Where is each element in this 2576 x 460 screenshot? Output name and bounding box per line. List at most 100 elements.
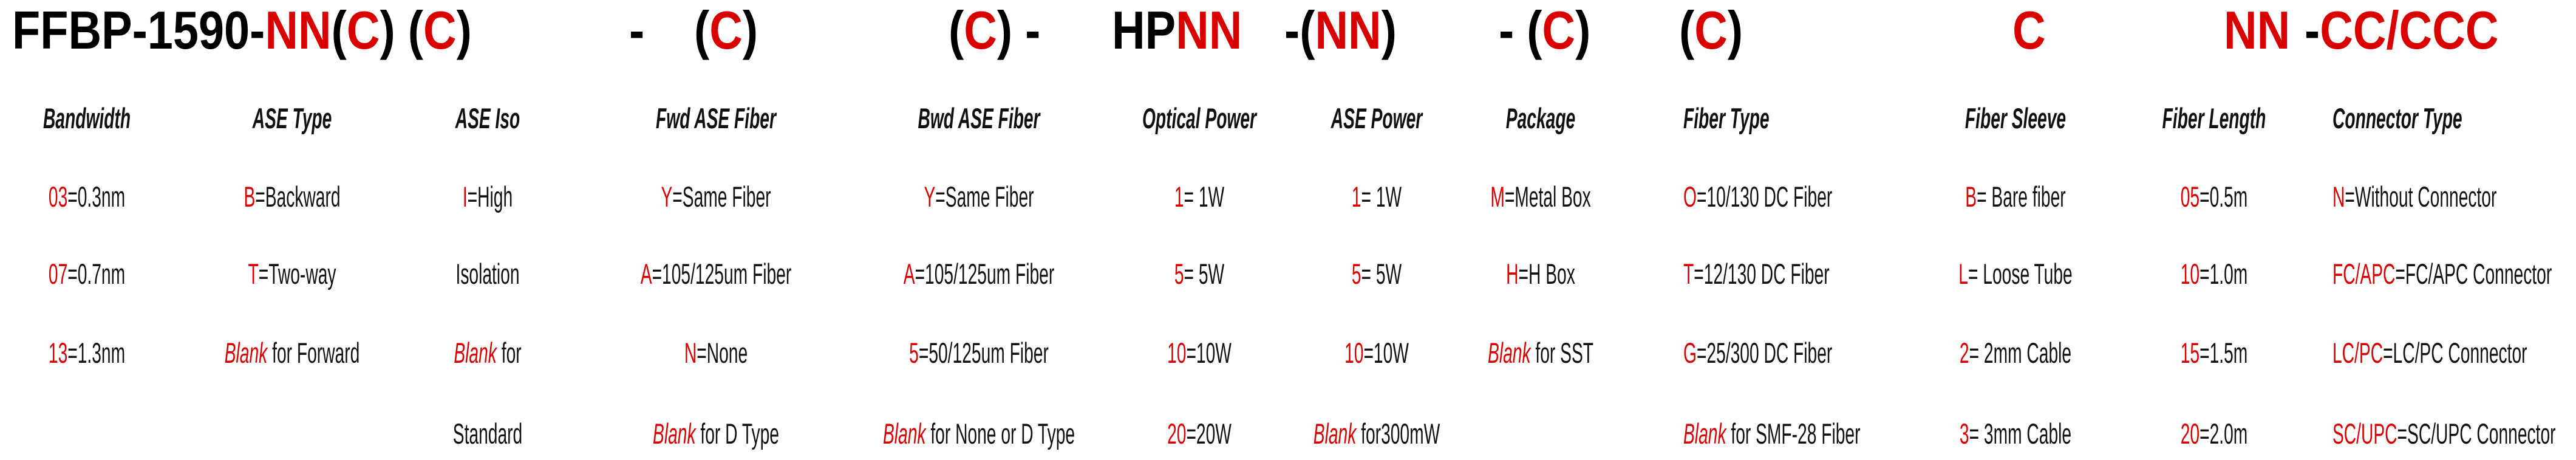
option-item: SC/UPC=SC/UPC Connector	[2332, 417, 2556, 451]
code-placeholder: C	[2012, 0, 2046, 60]
option-item: T=Two-way	[248, 257, 336, 291]
option-item: T=12/130 DC Fiber	[1683, 257, 1830, 291]
option-description: =10W	[1363, 337, 1409, 369]
code-literal: -(	[1284, 0, 1315, 60]
code-segment: (C)	[694, 0, 758, 61]
code-literal: ) (	[380, 0, 423, 60]
option-code: Y	[924, 180, 936, 213]
option-description: for D Type	[695, 417, 779, 450]
option-description: =Two-way	[258, 258, 336, 290]
option-item: Blank for D Type	[653, 417, 779, 451]
option-item: Blank for SST	[1488, 336, 1593, 370]
option-code: Blank	[1488, 337, 1531, 369]
option-code: 20	[1167, 417, 1187, 450]
option-description: =Same Fiber	[672, 180, 771, 213]
option-item: 05=0.5m	[2181, 180, 2248, 214]
option-item: 5= 5W	[1174, 257, 1224, 291]
option-description: =Without Connector	[2345, 180, 2497, 213]
option-code: 20	[2180, 417, 2200, 450]
option-code: 1	[1174, 180, 1184, 213]
option-code: FC/APC	[2332, 258, 2396, 290]
option-item: Blank for SMF-28 Fiber	[1683, 417, 1860, 451]
option-description: = 1W	[1184, 180, 1225, 213]
option-description: =Same Fiber	[935, 180, 1034, 213]
option-code: B	[1965, 180, 1977, 213]
option-code: 15	[2180, 337, 2200, 369]
option-code: T	[248, 258, 259, 290]
column-header: Fiber Sleeve	[1964, 102, 2067, 134]
code-placeholder: C	[709, 0, 743, 60]
option-code: LC/PC	[2332, 337, 2383, 369]
option-description: = Bare fiber	[1977, 180, 2066, 213]
column-header: Package	[1505, 102, 1576, 134]
option-code: 10	[1344, 337, 1364, 369]
option-description: for None or D Type	[925, 417, 1075, 450]
option-description: =FC/APC Connector	[2395, 258, 2552, 290]
option-item: 3= 3mm Cable	[1960, 417, 2071, 451]
option-description: = 5W	[1184, 258, 1225, 290]
option-code: 10	[1167, 337, 1187, 369]
option-description: =2.0m	[2199, 417, 2248, 450]
code-segment: FFBP-1590-NN(C) (C)	[12, 0, 472, 61]
option-item: A=105/125um Fiber	[904, 257, 1054, 291]
code-literal: )	[1381, 0, 1397, 60]
code-placeholder: C	[964, 0, 997, 60]
option-item: Blank for300mW	[1314, 417, 1440, 451]
code-placeholder: NN	[2224, 0, 2291, 60]
option-code: Blank	[882, 417, 926, 450]
column-header: Optical Power	[1142, 102, 1257, 134]
code-segment: (C)	[1679, 0, 1743, 61]
option-description: =High	[467, 180, 513, 213]
code-placeholder: C	[1694, 0, 1728, 60]
option-description: for300mW	[1356, 417, 1440, 450]
option-description: =10W	[1186, 337, 1232, 369]
option-code: 1	[1351, 180, 1361, 213]
option-item: 10=10W	[1344, 336, 1409, 370]
option-code: 2	[1959, 337, 1969, 369]
column-header: ASE Iso	[455, 102, 520, 134]
option-code: 13	[48, 337, 68, 369]
option-code: 5	[1351, 258, 1361, 290]
option-code: A	[903, 258, 915, 290]
column-header: Bandwidth	[43, 102, 131, 134]
column-header: Connector Type	[2332, 102, 2462, 134]
option-item: 5=50/125um Fiber	[909, 336, 1049, 370]
code-placeholder: C	[1542, 0, 1576, 60]
option-code: A	[640, 258, 652, 290]
option-code: 05	[2180, 180, 2200, 213]
code-literal: (	[1679, 0, 1695, 60]
option-code: M	[1490, 180, 1505, 213]
code-segment: -(NN)	[1284, 0, 1397, 61]
option-description: =12/130 DC Fiber	[1694, 258, 1830, 290]
option-code: N	[2332, 180, 2345, 213]
option-description: =0.5m	[2199, 180, 2248, 213]
option-description: Standard	[452, 417, 523, 450]
option-item: Y=Same Fiber	[924, 180, 1034, 214]
option-description: =Backward	[255, 180, 341, 213]
option-item: 10=10W	[1167, 336, 1232, 370]
option-description: =10/130 DC Fiber	[1696, 180, 1833, 213]
option-description: = 2mm Cable	[1969, 337, 2072, 369]
code-placeholder: C	[346, 0, 380, 60]
code-segment: NN	[2224, 0, 2290, 61]
code-literal: )	[1727, 0, 1743, 60]
option-item: FC/APC=FC/APC Connector	[2332, 257, 2552, 291]
option-code: L	[1958, 258, 1968, 290]
option-code: SC/UPC	[2332, 417, 2397, 450]
option-code: G	[1683, 337, 1697, 369]
option-item: Blank for	[454, 336, 521, 370]
code-literal: )	[1575, 0, 1591, 60]
option-item: Y=Same Fiber	[661, 180, 771, 214]
code-literal: )	[742, 0, 758, 60]
option-description: =1.3nm	[67, 337, 126, 369]
code-segment: -	[629, 0, 644, 61]
code-segment: - (C)	[1499, 0, 1590, 61]
code-literal: -	[629, 0, 645, 60]
code-placeholder: C	[423, 0, 457, 60]
option-item: 5= 5W	[1352, 257, 1402, 291]
option-item: Isolation	[455, 257, 519, 291]
option-item: 20=20W	[1167, 417, 1232, 451]
option-description: =SC/UPC Connector	[2397, 417, 2556, 450]
option-item: O=10/130 DC Fiber	[1683, 180, 1832, 214]
option-item: 03=0.3nm	[49, 180, 125, 214]
